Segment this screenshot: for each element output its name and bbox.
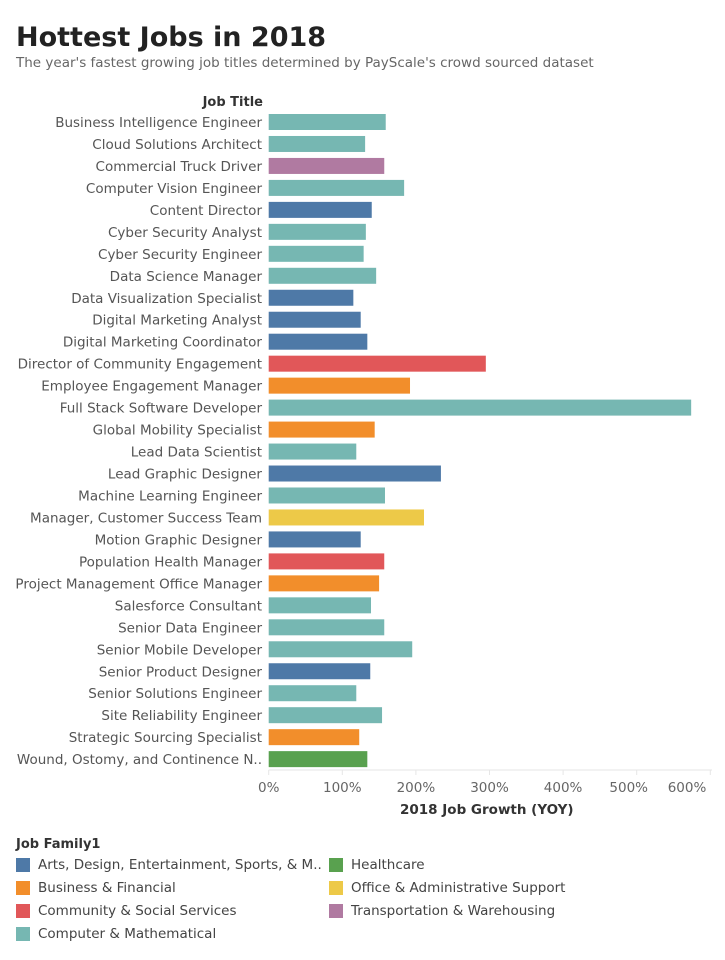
bar[interactable] (268, 311, 361, 328)
x-tick-label: 100% (323, 780, 362, 796)
legend-label: Computer & Mathematical (38, 926, 217, 942)
x-tick-label: 200% (397, 780, 436, 796)
x-tick-label: 600% (668, 780, 707, 796)
category-label: Cyber Security Analyst (108, 225, 262, 241)
legend-item[interactable]: Healthcare (329, 857, 425, 873)
bar[interactable] (268, 179, 405, 196)
bar[interactable] (268, 729, 360, 746)
legend-label: Arts, Design, Entertainment, Sports, & M… (38, 857, 322, 873)
category-label: Cloud Solutions Architect (92, 137, 262, 153)
bar[interactable] (268, 685, 357, 702)
x-tick-label: 0% (258, 780, 280, 796)
legend-item[interactable]: Transportation & Warehousing (329, 903, 555, 919)
legend-label: Transportation & Warehousing (351, 903, 556, 919)
bar[interactable] (268, 707, 383, 724)
category-label: Digital Marketing Coordinator (63, 335, 263, 351)
legend-label: Healthcare (351, 857, 425, 873)
legend-swatch (16, 881, 30, 895)
bar[interactable] (268, 377, 411, 394)
legend-swatch (329, 858, 343, 872)
category-label: Senior Mobile Developer (97, 642, 263, 658)
category-label: Strategic Sourcing Specialist (69, 730, 262, 746)
bar[interactable] (268, 553, 385, 570)
category-label: Global Mobility Specialist (93, 423, 262, 439)
bar[interactable] (268, 487, 385, 504)
chart-subtitle: The year's fastest growing job titles de… (16, 55, 594, 71)
category-label: Computer Vision Engineer (86, 181, 263, 197)
category-label: Content Director (150, 203, 263, 219)
bar[interactable] (268, 443, 357, 460)
bar[interactable] (268, 531, 361, 548)
bar[interactable] (268, 267, 377, 284)
bar[interactable] (268, 641, 413, 658)
bar[interactable] (268, 421, 375, 438)
bar[interactable] (268, 465, 441, 482)
category-label: Business Intelligence Engineer (55, 115, 262, 131)
legend-item[interactable]: Office & Administrative Support (329, 880, 565, 896)
category-label: Data Science Manager (110, 269, 263, 285)
x-axis-title: 2018 Job Growth (YOY) (400, 802, 574, 818)
legend-item[interactable]: Computer & Mathematical (16, 926, 216, 942)
category-label: Manager, Customer Success Team (30, 510, 262, 526)
legend-swatch (16, 927, 30, 941)
bar[interactable] (268, 135, 366, 152)
bar[interactable] (268, 355, 486, 372)
legend-title: Job Family1 (16, 837, 101, 852)
bar[interactable] (268, 575, 380, 592)
bar[interactable] (268, 245, 364, 262)
category-label: Senior Product Designer (99, 664, 263, 680)
bar[interactable] (268, 399, 692, 416)
legend-label: Community & Social Services (38, 903, 237, 919)
category-label: Project Management Office Manager (15, 576, 262, 592)
bar[interactable] (268, 333, 368, 350)
category-label: Population Health Manager (79, 554, 262, 570)
bar[interactable] (268, 751, 368, 768)
category-label: Commercial Truck Driver (96, 159, 263, 175)
category-label: Senior Data Engineer (118, 620, 262, 636)
legend-item[interactable]: Business & Financial (16, 880, 176, 896)
bar[interactable] (268, 114, 386, 130)
legend-swatch (16, 858, 30, 872)
x-tick-label: 300% (470, 780, 509, 796)
legend-item[interactable]: Arts, Design, Entertainment, Sports, & M… (16, 857, 322, 873)
category-label: Data Visualization Specialist (71, 291, 262, 307)
legend-label: Office & Administrative Support (351, 880, 566, 896)
category-label: Director of Community Engagement (18, 357, 262, 373)
category-label: Machine Learning Engineer (78, 488, 262, 504)
bar[interactable] (268, 509, 424, 526)
x-tick-label: 400% (544, 780, 583, 796)
bar[interactable] (268, 157, 385, 174)
category-label: Wound, Ostomy, and Continence N.. (17, 752, 262, 768)
bar[interactable] (268, 201, 372, 218)
category-label: Digital Marketing Analyst (92, 313, 262, 329)
category-label: Employee Engagement Manager (41, 379, 262, 395)
y-axis-title: Job Title (202, 95, 263, 110)
legend-swatch (329, 881, 343, 895)
bar[interactable] (268, 663, 371, 680)
bar[interactable] (268, 223, 366, 240)
category-label: Site Reliability Engineer (101, 708, 262, 724)
legend-swatch (329, 904, 343, 918)
category-label: Lead Data Scientist (131, 445, 262, 461)
category-label: Full Stack Software Developer (60, 401, 263, 417)
bar[interactable] (268, 597, 372, 614)
category-label: Cyber Security Engineer (98, 247, 262, 263)
category-label: Salesforce Consultant (115, 598, 262, 614)
chart-title: Hottest Jobs in 2018 (16, 22, 327, 53)
legend-label: Business & Financial (38, 880, 176, 896)
legend-item[interactable]: Community & Social Services (16, 903, 237, 919)
category-label: Motion Graphic Designer (95, 532, 263, 548)
category-label: Lead Graphic Designer (108, 467, 263, 483)
legend-swatch (16, 904, 30, 918)
bar[interactable] (268, 619, 385, 636)
bar[interactable] (268, 289, 354, 306)
category-label: Senior Solutions Engineer (88, 686, 262, 702)
x-tick-label: 500% (609, 780, 648, 796)
